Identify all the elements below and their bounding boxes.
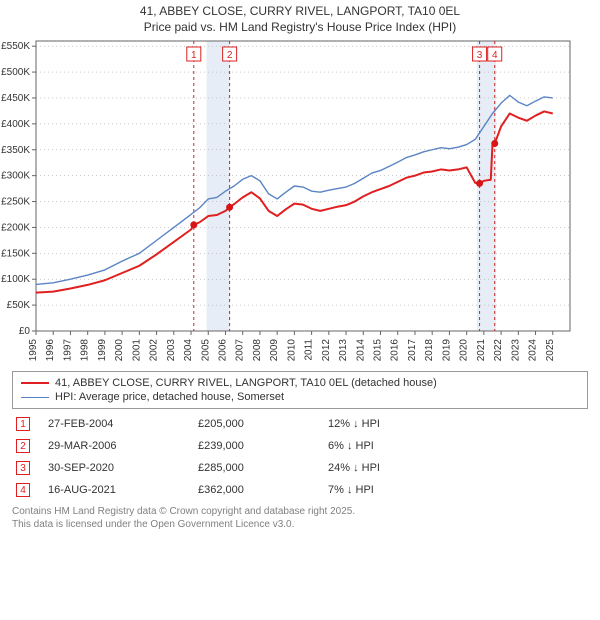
table-row: 4 16-AUG-2021£362,0007% ↓ HPI <box>12 479 588 501</box>
transaction-date: 27-FEB-2004 <box>44 413 194 435</box>
transaction-date: 30-SEP-2020 <box>44 457 194 479</box>
svg-text:£300K: £300K <box>1 171 30 182</box>
transaction-price: £239,000 <box>194 435 324 457</box>
svg-text:2004: 2004 <box>183 339 194 362</box>
svg-text:2016: 2016 <box>390 339 401 362</box>
svg-text:2008: 2008 <box>252 339 263 362</box>
svg-text:£550K: £550K <box>1 41 30 52</box>
transaction-date: 29-MAR-2006 <box>44 435 194 457</box>
table-row: 1 27-FEB-2004£205,00012% ↓ HPI <box>12 413 588 435</box>
svg-text:2007: 2007 <box>235 339 246 362</box>
table-row: 3 30-SEP-2020£285,00024% ↓ HPI <box>12 457 588 479</box>
transactions-table: 1 27-FEB-2004£205,00012% ↓ HPI 2 29-MAR-200… <box>12 413 588 501</box>
transaction-delta: 6% ↓ HPI <box>324 435 588 457</box>
transaction-price: £362,000 <box>194 479 324 501</box>
transaction-price: £285,000 <box>194 457 324 479</box>
legend-row: HPI: Average price, detached house, Some… <box>21 390 579 404</box>
svg-text:2009: 2009 <box>269 339 280 362</box>
footer-line-2: This data is licensed under the Open Gov… <box>12 518 588 531</box>
transaction-delta: 12% ↓ HPI <box>324 413 588 435</box>
transaction-delta: 24% ↓ HPI <box>324 457 588 479</box>
svg-text:2013: 2013 <box>338 339 349 362</box>
transaction-marker: 3 <box>16 461 30 475</box>
transaction-price: £205,000 <box>194 413 324 435</box>
svg-text:2010: 2010 <box>286 339 297 362</box>
svg-text:1999: 1999 <box>97 339 108 362</box>
svg-text:1998: 1998 <box>80 339 91 362</box>
svg-text:2002: 2002 <box>149 339 160 362</box>
svg-text:£50K: £50K <box>7 300 31 311</box>
svg-text:2012: 2012 <box>321 339 332 362</box>
legend-label: 41, ABBEY CLOSE, CURRY RIVEL, LANGPORT, … <box>55 377 437 389</box>
svg-text:2023: 2023 <box>510 339 521 362</box>
legend-label: HPI: Average price, detached house, Some… <box>55 391 284 403</box>
svg-text:£450K: £450K <box>1 93 30 104</box>
svg-text:2025: 2025 <box>545 339 556 362</box>
svg-text:2014: 2014 <box>355 339 366 362</box>
svg-text:£200K: £200K <box>1 223 30 234</box>
svg-text:2020: 2020 <box>459 339 470 362</box>
svg-text:1997: 1997 <box>62 339 73 362</box>
svg-text:2021: 2021 <box>476 339 487 362</box>
svg-text:1996: 1996 <box>45 339 56 362</box>
transaction-marker: 2 <box>16 439 30 453</box>
svg-text:2015: 2015 <box>373 339 384 362</box>
svg-text:£150K: £150K <box>1 249 30 260</box>
legend-swatch <box>21 397 49 398</box>
svg-text:2005: 2005 <box>200 339 211 362</box>
svg-text:£500K: £500K <box>1 67 30 78</box>
transaction-marker: 1 <box>16 417 30 431</box>
svg-text:2011: 2011 <box>304 339 315 361</box>
svg-text:£250K: £250K <box>1 197 30 208</box>
footer-line-1: Contains HM Land Registry data © Crown c… <box>12 505 588 518</box>
svg-text:£350K: £350K <box>1 145 30 156</box>
svg-text:1995: 1995 <box>28 339 39 362</box>
svg-text:1: 1 <box>191 50 197 61</box>
table-row: 2 29-MAR-2006£239,0006% ↓ HPI <box>12 435 588 457</box>
legend-swatch <box>21 382 49 384</box>
svg-text:2018: 2018 <box>424 339 435 362</box>
svg-text:2006: 2006 <box>217 339 228 362</box>
footer-attribution: Contains HM Land Registry data © Crown c… <box>12 505 588 531</box>
legend-row: 41, ABBEY CLOSE, CURRY RIVEL, LANGPORT, … <box>21 376 579 390</box>
svg-text:2001: 2001 <box>131 339 142 362</box>
transaction-marker: 4 <box>16 483 30 497</box>
title-line-2: Price paid vs. HM Land Registry's House … <box>0 20 600 36</box>
chart-container: 41, ABBEY CLOSE, CURRY RIVEL, LANGPORT, … <box>0 0 600 620</box>
svg-text:3: 3 <box>477 50 483 61</box>
svg-text:£0: £0 <box>19 326 31 337</box>
svg-text:2000: 2000 <box>114 339 125 362</box>
svg-text:2019: 2019 <box>441 339 452 362</box>
title-line-1: 41, ABBEY CLOSE, CURRY RIVEL, LANGPORT, … <box>0 4 600 20</box>
transaction-date: 16-AUG-2021 <box>44 479 194 501</box>
transaction-delta: 7% ↓ HPI <box>324 479 588 501</box>
line-chart: £0 £50K £100K £150K £200K £250K £300K £350K £400… <box>0 35 580 365</box>
svg-text:2024: 2024 <box>528 339 539 362</box>
chart-title: 41, ABBEY CLOSE, CURRY RIVEL, LANGPORT, … <box>0 0 600 35</box>
svg-text:4: 4 <box>492 50 498 61</box>
svg-text:£400K: £400K <box>1 119 30 130</box>
legend: 41, ABBEY CLOSE, CURRY RIVEL, LANGPORT, … <box>12 371 588 409</box>
svg-text:£100K: £100K <box>1 274 30 285</box>
svg-text:2003: 2003 <box>166 339 177 362</box>
svg-text:2: 2 <box>227 50 233 61</box>
svg-text:2022: 2022 <box>493 339 504 362</box>
svg-text:2017: 2017 <box>407 339 418 362</box>
